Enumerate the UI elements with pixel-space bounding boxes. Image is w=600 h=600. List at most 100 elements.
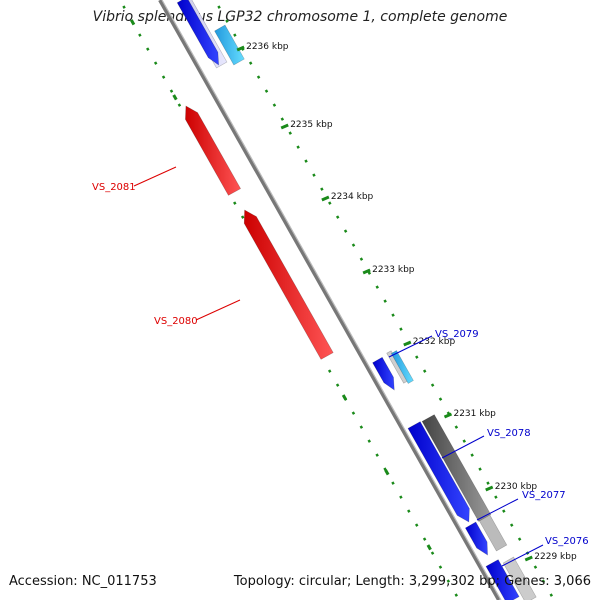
scale-label: 2235 kbp — [290, 120, 333, 130]
tick-dot — [328, 201, 332, 205]
tick-dot — [272, 103, 277, 107]
major-tick-left — [129, 19, 136, 26]
scale-label: 2233 kbp — [372, 265, 415, 275]
gene-vs-2078-grey — [421, 414, 492, 522]
genome-info-text: Topology: circular; Length: 3,299,302 bp… — [233, 574, 591, 589]
tick-dot — [169, 89, 174, 93]
accession-text: Accession: NC_011753 — [9, 574, 157, 589]
tick-dot — [367, 439, 371, 443]
scale-tick — [236, 45, 245, 52]
tick-dot — [383, 467, 387, 471]
tick-dot — [486, 481, 490, 485]
tick-dot — [462, 439, 466, 443]
tick-dot — [217, 5, 221, 9]
tick-dot — [541, 579, 546, 583]
tick-dot — [414, 523, 419, 527]
tick-dot — [225, 19, 229, 23]
tick-dot — [335, 383, 340, 387]
tick-dot — [296, 145, 300, 149]
tick-dot — [320, 187, 324, 191]
gene-label-vs-2081: VS_2081 — [92, 182, 136, 193]
gene-label-vs-2080: VS_2080 — [154, 316, 198, 327]
tick-dot — [288, 131, 292, 135]
gene-label-leader — [441, 435, 485, 459]
major-tick-left — [384, 469, 390, 476]
tick-dot — [359, 425, 364, 429]
tick-dot — [517, 537, 522, 541]
scale-tick — [485, 485, 494, 492]
gene-vs-2078 — [407, 421, 470, 523]
tick-dot — [415, 355, 419, 359]
tick-dot — [430, 551, 435, 555]
gene-vs-2080 — [243, 209, 334, 360]
tick-dot — [502, 509, 506, 513]
tick-dot — [391, 313, 395, 317]
tick-dot — [549, 593, 553, 597]
tick-dot — [256, 75, 261, 79]
gene-label-leader — [133, 166, 177, 187]
tick-dot — [454, 425, 459, 429]
gene-label-vs-2078: VS_2078 — [487, 428, 531, 439]
scale-tick — [524, 555, 533, 562]
scale-tick — [362, 268, 371, 275]
tick-dot — [438, 565, 443, 569]
tick-dot — [351, 411, 356, 415]
tick-dot — [327, 369, 332, 373]
tick-dot — [422, 369, 427, 373]
tick-dot — [233, 33, 237, 37]
gene-label-leader — [388, 335, 433, 358]
gene-vs-2079-cyan — [390, 350, 414, 384]
tick-dot — [138, 33, 142, 37]
tick-dot — [454, 593, 458, 597]
tick-dot — [383, 299, 387, 303]
tick-dot — [375, 285, 379, 289]
tick-dot — [312, 173, 316, 177]
gene-label-vs-2077: VS_2077 — [522, 490, 566, 501]
gene-label-vs-2079: VS_2079 — [435, 329, 479, 340]
tick-dot — [470, 453, 474, 457]
gene-top-blue — [176, 0, 220, 66]
scale-tick — [280, 123, 289, 130]
major-tick-left — [341, 394, 348, 401]
genome-backbone — [158, 0, 501, 600]
scale-tick — [321, 195, 330, 202]
gene-vs-2076-grey — [502, 556, 537, 600]
gene-vs-2077 — [464, 521, 488, 556]
tick-dot — [304, 159, 308, 163]
scale-label: 2236 kbp — [246, 42, 289, 52]
scale-label: 2229 kbp — [534, 552, 577, 562]
tick-dot — [430, 383, 435, 387]
tick-dot — [399, 495, 403, 499]
tick-dot — [233, 201, 237, 205]
genome-backbone-highlight — [161, 0, 502, 600]
scale-label: 2234 kbp — [331, 192, 374, 202]
tick-dot — [407, 509, 411, 513]
tick-dot — [335, 215, 340, 219]
scale-tick — [403, 340, 412, 347]
tick-dot — [509, 523, 514, 527]
major-tick-left — [172, 94, 178, 101]
scale-label: 2232 kbp — [413, 337, 456, 347]
gene-vs-2081 — [185, 105, 242, 196]
tick-dot — [359, 257, 364, 261]
major-tick-left — [426, 544, 432, 551]
gene-top-cyan — [214, 24, 245, 66]
tick-dot — [248, 61, 253, 65]
tick-dot — [399, 327, 403, 331]
tick-dot — [438, 397, 443, 401]
tick-dot — [146, 47, 150, 51]
tick-dot — [161, 75, 166, 79]
scale-label: 2230 kbp — [495, 482, 538, 492]
tick-dot — [422, 537, 427, 541]
tick-dot — [240, 215, 245, 219]
tick-dot — [367, 271, 372, 275]
tick-dot — [533, 565, 538, 569]
gene-vs-2077-grey — [478, 514, 508, 552]
tick-dot — [446, 579, 451, 583]
tick-dot — [391, 481, 395, 485]
scale-tick — [443, 412, 453, 419]
gene-label-vs-2076: VS_2076 — [545, 536, 589, 547]
scale-label: 2231 kbp — [453, 409, 496, 419]
